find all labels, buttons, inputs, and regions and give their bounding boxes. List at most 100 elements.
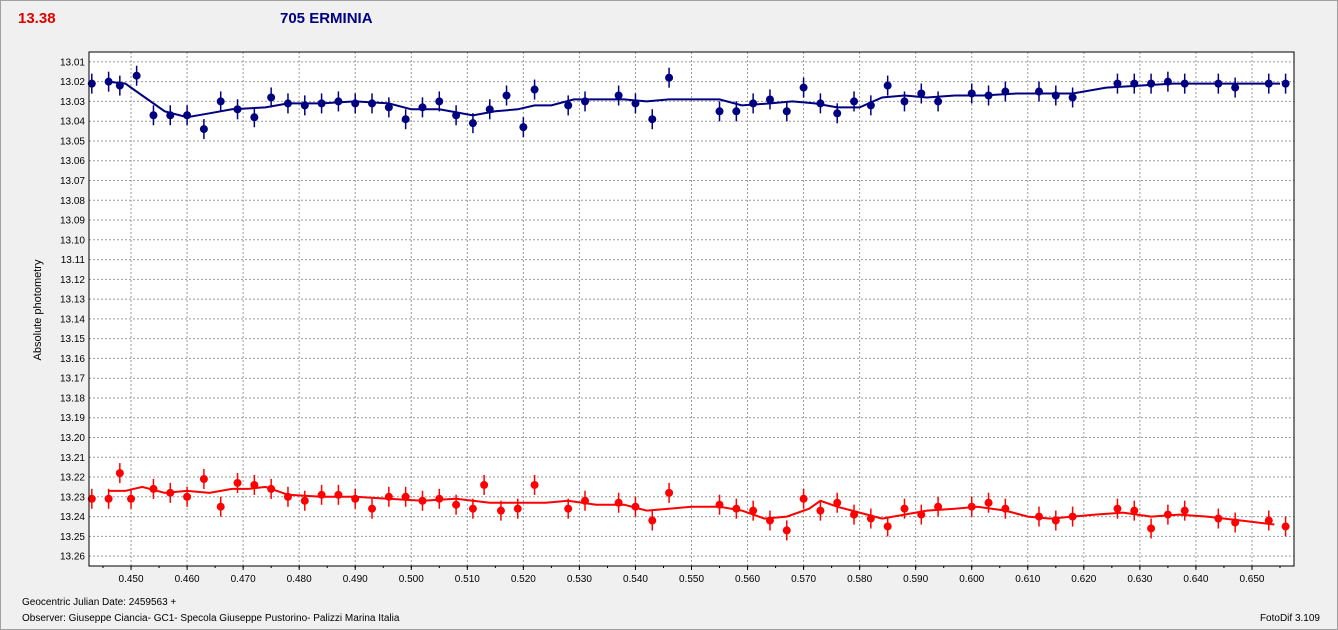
data-point-series-1 — [564, 101, 573, 110]
data-point-series-2 — [967, 502, 976, 511]
data-point-series-1 — [401, 115, 410, 124]
data-point-series-2 — [1068, 512, 1077, 521]
y-tick-label: 13.13 — [60, 295, 85, 306]
data-point-series-2 — [233, 478, 242, 487]
data-point-series-2 — [452, 500, 461, 509]
y-tick-label: 13.10 — [60, 235, 85, 246]
data-point-series-2 — [900, 504, 909, 513]
data-point-series-2 — [715, 500, 724, 509]
data-point-series-2 — [199, 475, 208, 484]
data-point-series-1 — [782, 107, 791, 116]
x-tick-label: 0.590 — [903, 574, 928, 585]
data-point-series-2 — [468, 504, 477, 513]
data-point-series-1 — [614, 91, 623, 100]
y-tick-label: 13.21 — [60, 453, 85, 464]
data-point-series-2 — [614, 498, 623, 507]
data-point-series-1 — [1051, 91, 1060, 100]
data-point-series-2 — [480, 480, 489, 489]
y-tick-label: 13.03 — [60, 97, 85, 108]
y-tick-label: 13.12 — [60, 275, 85, 286]
x-tick-label: 0.610 — [1015, 574, 1040, 585]
data-point-series-1 — [1214, 79, 1223, 88]
data-point-series-1 — [1001, 87, 1010, 96]
data-point-series-1 — [1113, 79, 1122, 88]
software-version-label: FotoDif 3.109 — [1259, 613, 1320, 624]
y-tick-label: 13.25 — [60, 532, 85, 543]
data-point-series-2 — [496, 506, 505, 515]
data-point-series-1 — [267, 93, 276, 102]
data-point-series-1 — [1147, 79, 1156, 88]
x-tick-label: 0.620 — [1071, 574, 1096, 585]
data-point-series-2 — [1051, 516, 1060, 525]
data-point-series-2 — [1113, 504, 1122, 513]
data-point-series-1 — [1068, 93, 1077, 102]
data-point-series-1 — [132, 71, 141, 80]
data-point-series-1 — [334, 97, 343, 106]
data-point-series-1 — [485, 105, 494, 114]
data-point-series-2 — [250, 480, 259, 489]
data-point-series-1 — [183, 111, 192, 120]
x-tick-label: 0.500 — [399, 574, 424, 585]
x-tick-label: 0.560 — [735, 574, 760, 585]
data-point-series-1 — [917, 89, 926, 98]
data-point-series-2 — [418, 496, 427, 505]
y-tick-label: 13.26 — [60, 552, 85, 563]
y-tick-label: 13.05 — [60, 136, 85, 147]
observer-label: Observer: Giuseppe Ciancia- GC1- Specola… — [22, 613, 400, 624]
x-tick-label: 0.460 — [175, 574, 200, 585]
data-point-series-1 — [530, 85, 539, 94]
data-point-series-2 — [648, 516, 657, 525]
y-tick-label: 13.18 — [60, 393, 85, 404]
data-point-series-2 — [530, 480, 539, 489]
data-point-series-1 — [900, 97, 909, 106]
y-tick-label: 13.23 — [60, 492, 85, 503]
data-point-series-2 — [850, 510, 859, 519]
data-point-series-2 — [749, 506, 758, 515]
data-point-series-1 — [149, 111, 158, 120]
data-point-series-2 — [104, 494, 113, 503]
y-tick-label: 13.09 — [60, 216, 85, 227]
y-tick-label: 13.04 — [60, 117, 85, 128]
data-point-series-2 — [665, 488, 674, 497]
data-point-series-1 — [816, 99, 825, 108]
data-point-series-1 — [866, 101, 875, 110]
data-point-series-2 — [1163, 510, 1172, 519]
data-point-series-1 — [233, 105, 242, 114]
data-point-series-2 — [782, 526, 791, 535]
data-point-series-2 — [300, 496, 309, 505]
y-tick-label: 13.17 — [60, 374, 85, 385]
y-tick-label: 13.22 — [60, 473, 85, 484]
data-point-series-2 — [351, 494, 360, 503]
data-point-series-1 — [984, 91, 993, 100]
data-point-series-1 — [115, 81, 124, 90]
y-tick-label: 13.08 — [60, 196, 85, 207]
data-point-series-2 — [216, 502, 225, 511]
x-tick-label: 0.580 — [847, 574, 872, 585]
data-point-series-2 — [267, 484, 276, 493]
x-tick-label: 0.600 — [959, 574, 984, 585]
data-point-series-2 — [1034, 512, 1043, 521]
y-tick-label: 13.02 — [60, 77, 85, 88]
y-tick-label: 13.07 — [60, 176, 85, 187]
data-point-series-1 — [934, 97, 943, 106]
plot-border — [88, 51, 1295, 567]
data-point-series-2 — [183, 492, 192, 501]
julian-date-label: Geocentric Julian Date: 2459563 + — [22, 597, 177, 608]
data-point-series-1 — [1034, 87, 1043, 96]
y-tick-label: 13.24 — [60, 512, 85, 523]
x-tick-label: 0.480 — [287, 574, 312, 585]
data-point-series-1 — [283, 99, 292, 108]
data-point-series-1 — [850, 97, 859, 106]
data-point-series-2 — [1231, 518, 1240, 527]
data-point-series-1 — [452, 111, 461, 120]
data-point-series-1 — [1281, 79, 1290, 88]
x-tick-label: 0.640 — [1183, 574, 1208, 585]
data-point-series-1 — [87, 79, 96, 88]
data-point-series-2 — [1281, 522, 1290, 531]
data-point-series-1 — [435, 97, 444, 106]
y-tick-label: 13.19 — [60, 413, 85, 424]
data-point-series-2 — [435, 494, 444, 503]
x-tick-label: 0.630 — [1127, 574, 1152, 585]
y-tick-label: 13.15 — [60, 334, 85, 345]
